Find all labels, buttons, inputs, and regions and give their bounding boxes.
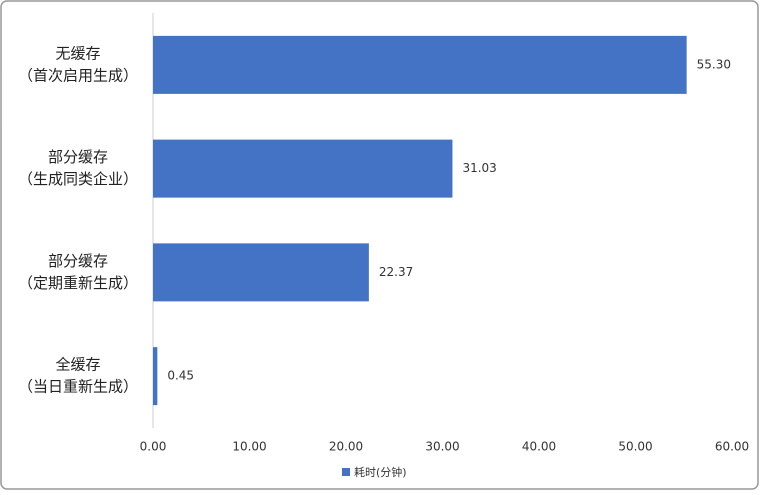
legend-swatch <box>342 468 350 476</box>
x-tick-label: 60.00 <box>715 440 749 454</box>
x-tick-label: 40.00 <box>522 440 556 454</box>
bar <box>153 35 687 94</box>
y-tick-label: （定期重新生成） <box>18 274 138 292</box>
y-tick-label: 部分缓存 <box>48 252 108 270</box>
bar <box>153 243 369 302</box>
bar <box>153 139 453 198</box>
x-tick-label: 50.00 <box>618 440 652 454</box>
y-tick-label: 全缓存 <box>55 356 100 374</box>
y-tick-label: （首次启用生成） <box>18 66 138 84</box>
x-tick-label: 0.00 <box>140 440 167 454</box>
y-tick-label: 部分缓存 <box>48 148 108 166</box>
x-tick-label: 30.00 <box>425 440 459 454</box>
y-tick-label: （当日重新生成） <box>18 378 138 396</box>
bar <box>153 347 158 406</box>
x-tick-label: 10.00 <box>232 440 266 454</box>
value-label: 0.45 <box>167 369 194 383</box>
y-tick-label: （生成同类企业） <box>18 170 138 188</box>
y-tick-label: 无缓存 <box>55 44 100 62</box>
value-label: 55.30 <box>697 57 731 71</box>
legend-label: 耗时(分钟) <box>354 465 407 479</box>
value-label: 22.37 <box>379 265 413 279</box>
value-label: 31.03 <box>462 161 496 175</box>
x-tick-label: 20.00 <box>329 440 363 454</box>
